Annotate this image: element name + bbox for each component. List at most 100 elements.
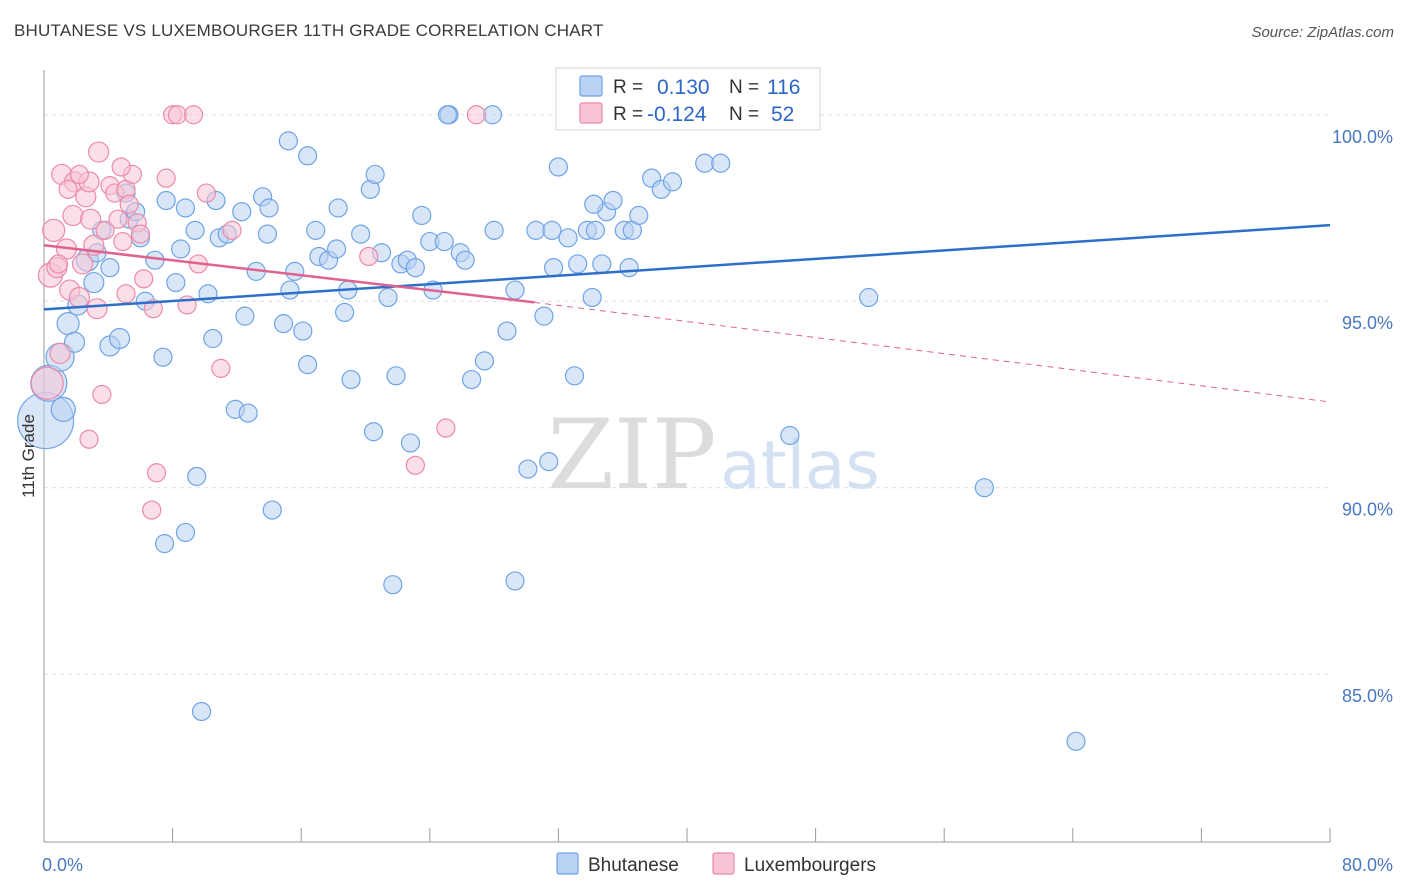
legend-swatch-bhutanese[interactable]	[556, 852, 579, 875]
bhutanese-point	[383, 575, 403, 595]
axes	[43, 70, 1331, 843]
stats-r-label-bhutanese: R =	[613, 77, 643, 98]
luxembourger-point	[183, 105, 204, 125]
luxembourger-point	[211, 358, 231, 378]
bhutanese-point	[711, 153, 731, 173]
bhutanese-point	[83, 271, 105, 294]
bhutanese-point	[564, 366, 585, 386]
luxembourger-point	[42, 218, 66, 242]
bhutanese-point	[534, 306, 554, 326]
bhutanese-point	[412, 205, 432, 226]
bhutanese-point	[568, 254, 588, 274]
bhutanese-point	[363, 422, 384, 442]
luxembourger-point	[119, 194, 139, 214]
bhutanese-point	[63, 331, 86, 353]
bhutanese-point	[280, 280, 300, 300]
bhutanese-point	[1066, 731, 1086, 751]
legend-label-bhutanese[interactable]: Bhutanese	[588, 855, 679, 876]
bhutanese-point	[154, 534, 175, 554]
y-tick-label: 95.0%	[1342, 313, 1393, 333]
watermark-zip: ZIP	[547, 399, 716, 511]
bhutanese-point	[386, 366, 406, 386]
bhutanese-point	[497, 321, 517, 341]
bhutanese-point	[484, 220, 504, 240]
trend-line-luxembourgers	[43, 244, 535, 304]
y-tick-label: 90.0%	[1342, 500, 1393, 520]
luxembourger-point	[49, 342, 71, 365]
luxembourger-point	[80, 208, 102, 230]
legend-label-luxembourgers[interactable]: Luxembourgers	[744, 855, 876, 876]
luxembourger-point	[359, 246, 379, 267]
y-tick-label: 100.0%	[1332, 127, 1393, 147]
luxembourger-point	[68, 286, 90, 309]
bhutanese-point	[526, 220, 546, 240]
bhutanese-point	[603, 190, 623, 211]
bhutanese-point	[257, 224, 278, 244]
bhutanese-point	[437, 105, 458, 125]
bhutanese-point	[619, 258, 639, 278]
x-tick-label: 80.0%	[1342, 855, 1393, 875]
bhutanese-point	[543, 258, 564, 278]
bhutanese-point	[298, 146, 318, 166]
y-axis-title: 11th Grade	[19, 414, 38, 498]
bhutanese-point	[306, 220, 326, 240]
bhutanese-point	[505, 280, 525, 300]
bhutanese-point	[582, 287, 602, 308]
bhutanese-point	[185, 220, 205, 240]
watermark-atlas: atlas	[720, 427, 880, 504]
luxembourger-point	[79, 429, 99, 449]
bhutanese-point	[145, 250, 165, 270]
bhutanese-point	[351, 224, 371, 244]
luxembourger-point	[88, 141, 110, 163]
bhutanese-point	[400, 433, 421, 453]
stats-r-value-luxembourgers: -0.124	[647, 103, 707, 126]
bhutanese-point	[262, 500, 282, 520]
bhutanese-point	[461, 369, 482, 390]
bhutanese-point	[542, 220, 562, 240]
bhutanese-point	[50, 396, 76, 422]
luxembourger-point	[116, 284, 136, 304]
bhutanese-point	[156, 190, 176, 211]
stats-n-value-luxembourgers: 52	[771, 103, 794, 126]
bhutanese-point	[293, 321, 313, 341]
watermark: ZIP atlas	[547, 399, 879, 511]
bhutanese-point	[405, 258, 425, 278]
luxembourger-point	[146, 463, 167, 483]
scatter-points	[17, 105, 1086, 751]
luxembourger-point	[58, 179, 78, 199]
bhutanese-point	[273, 314, 294, 334]
luxembourger-point	[71, 253, 94, 275]
bhutanese-point	[592, 254, 612, 274]
bhutanese-point	[585, 220, 605, 240]
series-legend: Bhutanese Luxembourgers	[556, 852, 876, 876]
x-tick-label: 0.0%	[42, 855, 83, 875]
trend-lines	[43, 223, 1331, 403]
bhutanese-point	[153, 347, 173, 367]
legend-swatch-luxembourgers[interactable]	[712, 852, 735, 875]
luxembourger-point	[69, 164, 89, 185]
gridlines	[44, 114, 1330, 675]
luxembourger-point	[130, 224, 151, 244]
bhutanese-point	[56, 312, 80, 336]
bhutanese-point	[278, 131, 298, 151]
bhutanese-point	[974, 478, 994, 498]
luxembourger-point	[30, 366, 64, 400]
bhutanese-point	[474, 351, 495, 371]
stats-legend: R = 0.130 N = 116 R = -0.124 N = 52	[555, 67, 821, 131]
bhutanese-point	[108, 327, 131, 350]
bhutanese-point	[518, 459, 538, 479]
bhutanese-point	[780, 425, 800, 446]
luxembourger-point	[92, 384, 112, 405]
bhutanese-point	[298, 355, 318, 375]
luxembourger-point	[86, 298, 108, 320]
stats-n-label-luxembourgers: N =	[729, 104, 759, 125]
bhutanese-point	[434, 231, 454, 252]
tick-labels: 85.0% 90.0% 95.0% 100.0% 0.0% 80.0%	[42, 127, 1393, 875]
bhutanese-point	[191, 701, 212, 722]
bhutanese-point	[365, 164, 385, 185]
luxembourger-point	[62, 204, 84, 227]
luxembourger-point	[142, 500, 162, 520]
bhutanese-point	[505, 571, 525, 591]
bhutanese-point	[341, 369, 361, 390]
